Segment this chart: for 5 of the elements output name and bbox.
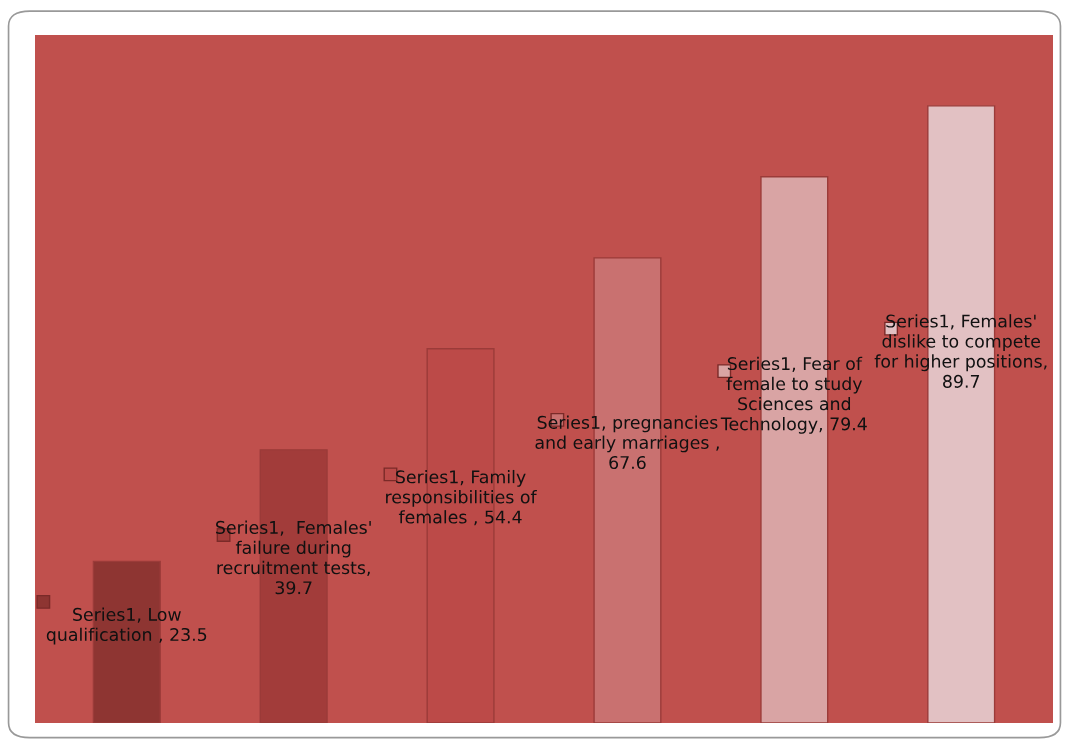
data-label: Series1, pregnancies and early marriages , 67.6 — [535, 415, 719, 470]
data-label: Series1, Low qualification , 23.5 — [46, 607, 207, 645]
data-label: Series1, Family responsibilities of females , 54.4 — [386, 469, 537, 526]
data-label: Series1, Fear of female to study Sciences and Technology, 79.4 — [720, 356, 867, 434]
data-label: Series1, Females' failure during recruitment tests, 39.7 — [216, 520, 371, 595]
